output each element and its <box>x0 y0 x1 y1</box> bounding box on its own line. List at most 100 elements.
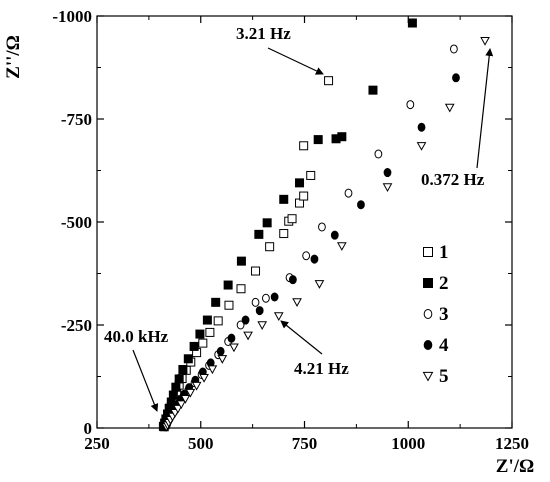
data-point <box>314 280 325 289</box>
data-point <box>406 100 415 110</box>
data-point <box>224 300 234 310</box>
legend-marker-3 <box>423 309 433 319</box>
data-point <box>452 73 460 83</box>
data-point <box>191 381 202 391</box>
data-point <box>270 292 279 302</box>
data-series <box>158 18 490 432</box>
x-tick-label: 1000 <box>391 434 425 453</box>
frequency-annotations: 3.21 Hz 0.372 Hz 40.0 kHz 4.21 Hz <box>104 24 494 412</box>
data-point <box>174 374 184 384</box>
legend-label: 2 <box>439 273 449 294</box>
legend-marker-1 <box>423 247 433 257</box>
series-5 <box>161 37 490 432</box>
data-point <box>211 297 221 307</box>
data-point <box>202 315 212 325</box>
data-point <box>216 346 225 356</box>
x-tick-label: 250 <box>84 434 110 453</box>
data-point <box>185 388 196 398</box>
data-point <box>198 338 208 348</box>
data-point <box>168 390 178 400</box>
data-point <box>444 103 455 113</box>
data-point <box>416 142 427 151</box>
data-point <box>229 343 239 353</box>
data-point <box>199 374 209 383</box>
data-point <box>262 218 272 228</box>
y-tick-label: -750 <box>61 110 92 129</box>
data-point <box>288 275 297 285</box>
data-point <box>318 222 326 232</box>
data-point <box>213 316 223 326</box>
annotation-label: 40.0 kHz <box>104 327 169 346</box>
legend-label: 3 <box>439 304 449 325</box>
annotation-label: 4.21 Hz <box>294 359 349 378</box>
annotation-label: 0.372 Hz <box>421 170 485 189</box>
data-point <box>254 229 264 239</box>
data-point <box>417 122 426 132</box>
annotation-arrow <box>132 349 159 412</box>
data-point <box>374 149 383 159</box>
data-point <box>480 37 490 46</box>
data-point <box>302 251 311 261</box>
data-point <box>450 44 458 54</box>
data-point <box>241 315 250 325</box>
legend-marker-4 <box>423 340 433 350</box>
data-point <box>178 364 188 374</box>
data-point <box>251 266 261 276</box>
data-point <box>324 76 334 86</box>
y-tick-label: 0 <box>84 419 93 438</box>
data-point <box>344 188 353 198</box>
data-point <box>183 354 193 364</box>
annotation-arrow <box>280 320 323 355</box>
annotation-label: 3.21 Hz <box>236 24 291 43</box>
data-point <box>189 341 199 351</box>
data-point <box>257 321 268 331</box>
data-point <box>287 214 297 224</box>
data-point <box>227 333 236 343</box>
data-point <box>173 404 183 414</box>
data-point <box>306 170 316 180</box>
data-point <box>236 284 246 294</box>
data-point <box>207 365 218 375</box>
data-point <box>243 331 253 341</box>
data-point <box>407 18 417 28</box>
data-point <box>251 297 260 307</box>
data-point <box>368 85 378 95</box>
data-point <box>217 355 228 364</box>
data-point <box>236 256 246 266</box>
legend-marker-2 <box>423 278 433 288</box>
data-point <box>313 135 323 145</box>
data-point <box>262 293 270 303</box>
legend-label: 1 <box>439 242 449 263</box>
data-point <box>337 242 347 251</box>
y-axis: 0 -250 -500 -750 -1000 <box>52 7 512 438</box>
data-point <box>195 329 205 339</box>
legend-marker-5 <box>422 371 434 382</box>
data-point <box>171 382 181 392</box>
x-tick-label: 1250 <box>495 434 529 453</box>
x-axis: 250 500 750 1000 1250 <box>84 16 529 453</box>
y-tick-label: -500 <box>61 213 92 232</box>
legend: 1 2 3 4 5 <box>422 242 449 387</box>
data-point <box>310 254 319 264</box>
y-axis-title: Z''/Ω <box>3 35 24 79</box>
data-point <box>265 242 275 252</box>
legend-label: 4 <box>439 335 449 356</box>
legend-label: 5 <box>439 366 449 387</box>
annotation-arrow <box>267 47 324 75</box>
data-point <box>382 183 393 193</box>
x-axis-title: Z'/Ω <box>496 456 534 477</box>
data-point <box>279 194 289 204</box>
x-tick-label: 500 <box>188 434 214 453</box>
data-point <box>383 168 392 178</box>
data-point <box>299 191 309 201</box>
data-point <box>180 395 191 404</box>
data-point <box>223 280 233 290</box>
data-point <box>176 400 187 410</box>
data-point <box>357 200 365 210</box>
y-tick-label: -250 <box>61 316 92 335</box>
data-point <box>295 178 305 188</box>
data-point <box>337 132 347 142</box>
x-tick-label: 750 <box>292 434 318 453</box>
data-point <box>236 320 245 330</box>
annotation-arrow <box>476 48 494 169</box>
